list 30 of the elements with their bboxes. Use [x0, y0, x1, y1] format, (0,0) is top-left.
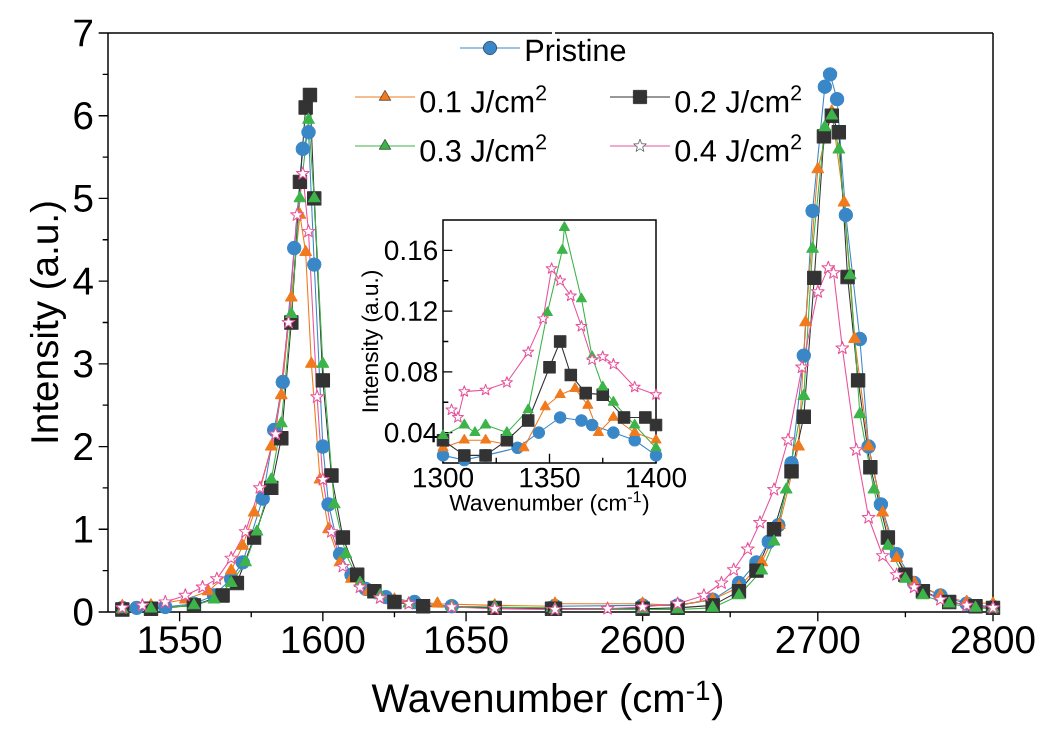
y-tick-label: 0.12 — [384, 301, 437, 322]
x-tick-label: 1350 — [520, 467, 580, 488]
x-tick-label: 2800 — [951, 626, 1035, 654]
x-tick-label: 1550 — [139, 626, 222, 654]
legend-label: 0.3 J/cm$^{2}$ — [420, 134, 547, 162]
y-tick-label: 0 — [73, 598, 93, 626]
y-tick-label: 6 — [74, 102, 93, 130]
x-tick-label: 1400 — [626, 467, 687, 488]
y-tick-label: 0.04 — [384, 422, 438, 443]
y-tick-label: 1 — [75, 515, 93, 543]
legend-label: Pristine — [526, 38, 626, 62]
y-tick-label: 2 — [74, 433, 93, 461]
y-tick-label: 5 — [74, 184, 93, 212]
x-tick-label: 2600 — [601, 626, 685, 654]
y-axis-title: Intensity (a.u.) — [29, 202, 66, 442]
y-tick-label: 3 — [73, 350, 93, 378]
y-tick-label: 0.16 — [384, 240, 438, 261]
x-tick-label: 1600 — [282, 626, 365, 654]
x-tick-label: 2700 — [776, 626, 860, 654]
y-tick-label: 7 — [74, 19, 93, 47]
legend-label: 0.1 J/cm$^{2}$ — [420, 85, 547, 113]
y-tick-label: 0.08 — [384, 361, 438, 382]
y-tick-label: 4 — [73, 267, 93, 295]
y-axis-title: Intensity (a.u.) — [361, 271, 383, 412]
legend-label: 0.4 J/cm$^{2}$ — [675, 134, 802, 162]
x-axis-title: Wavenumber (cm$^{-1}$) — [371, 680, 723, 721]
legend-label: 0.2 J/cm$^{2}$ — [675, 85, 802, 113]
x-tick-label: 1300 — [413, 467, 474, 488]
x-tick-label: 1650 — [426, 626, 508, 654]
x-axis-title: Wavenumber (cm$^{-1}$) — [449, 491, 649, 516]
